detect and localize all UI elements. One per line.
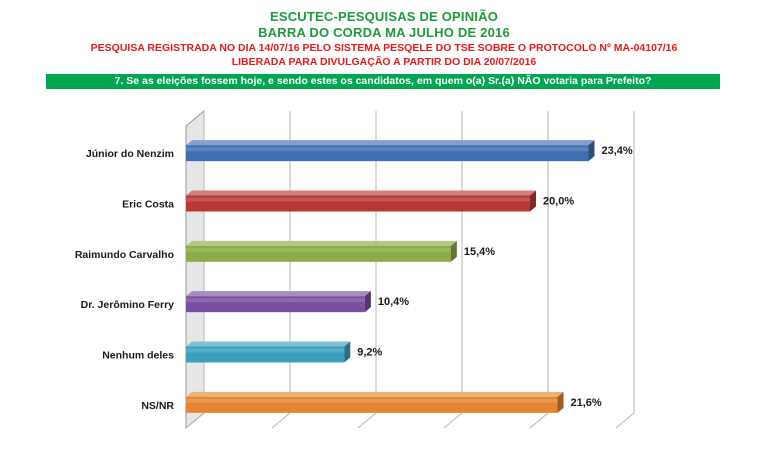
category-label: Júnior do Nenzim (86, 148, 174, 160)
bar-highlight (186, 348, 345, 353)
bar-highlight (186, 398, 558, 403)
bar-highlight (186, 298, 365, 303)
bar-end (588, 140, 595, 162)
data-label: 9,2% (357, 347, 382, 359)
data-label: 23,4% (601, 145, 632, 157)
category-label: Eric Costa (122, 199, 174, 211)
bar-top (186, 190, 536, 196)
bar-highlight (186, 147, 589, 152)
data-label: 21,6% (571, 397, 602, 409)
bar-highlight (186, 197, 530, 202)
category-label: NS/NR (141, 400, 174, 412)
data-label: 10,4% (378, 296, 409, 308)
bar-end (557, 391, 564, 413)
bar-end (364, 291, 371, 313)
release-note: LIBERADA PARA DIVULGAÇÃO A PARTIR DO DIA… (231, 56, 537, 68)
title-line-2: BARRA DO CORDA MA JULHO DE 2016 (258, 25, 510, 40)
bar-top (186, 240, 457, 246)
bar-highlight (186, 247, 451, 252)
floor-gridline (271, 412, 291, 429)
bar-top (186, 140, 595, 146)
category-label: Raimundo Carvalho (75, 249, 174, 261)
floor-gridline (615, 412, 635, 429)
bar-end (530, 190, 536, 212)
registration-note: PESQUISA REGISTRADA NO DIA 14/07/16 PELO… (90, 42, 678, 54)
bar-top (186, 391, 564, 397)
question-banner: 7. Se as eleições fossem hoje, e sendo e… (46, 74, 720, 89)
category-label: Nenhum deles (102, 350, 174, 362)
floor-gridline (185, 412, 205, 429)
floor-gridline (443, 412, 463, 429)
data-label: 15,4% (464, 246, 495, 258)
floor-gridline (529, 412, 549, 429)
category-label: Dr. Jerômino Ferry (81, 299, 175, 311)
bar-end (344, 341, 351, 363)
bar-top (186, 291, 371, 297)
floor-gridline (357, 412, 377, 429)
bar-end (450, 240, 457, 262)
title-line-1: ESCUTEC-PESQUISAS DE OPINIÃO (269, 9, 499, 24)
data-label: 20,0% (543, 196, 574, 208)
bar-top (186, 341, 351, 347)
